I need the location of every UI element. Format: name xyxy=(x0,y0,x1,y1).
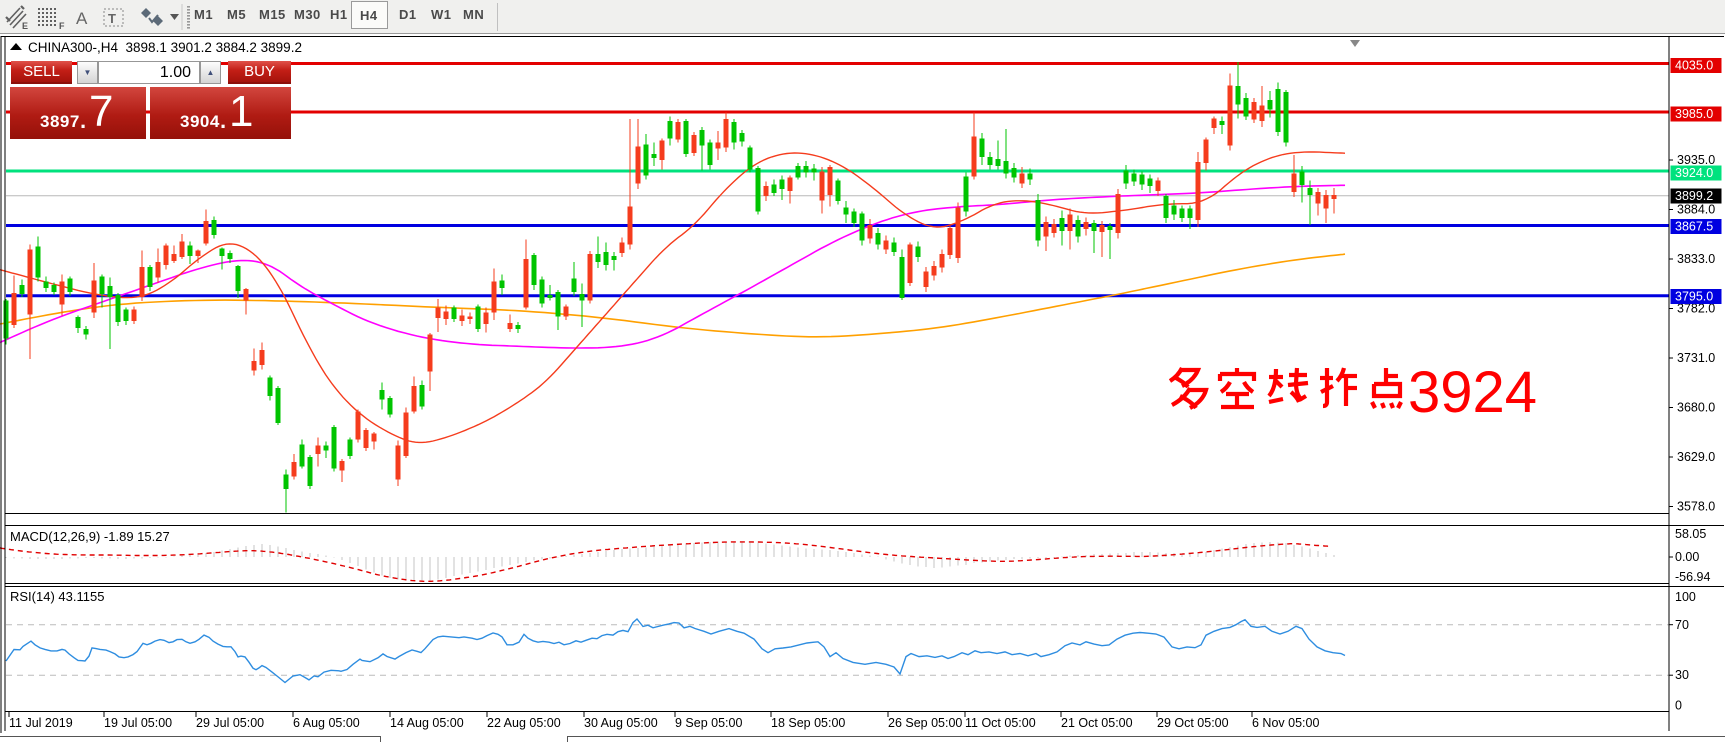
svg-text:14 Aug 05:00: 14 Aug 05:00 xyxy=(390,716,464,730)
svg-text:E: E xyxy=(22,21,28,31)
svg-text:11 Jul 2019: 11 Jul 2019 xyxy=(9,716,73,730)
svg-text:0.00: 0.00 xyxy=(1675,550,1699,564)
svg-text:6 Nov 05:00: 6 Nov 05:00 xyxy=(1252,716,1319,730)
svg-text:9 Sep 05:00: 9 Sep 05:00 xyxy=(675,716,742,730)
svg-text:T: T xyxy=(108,11,116,26)
svg-text:3884.0: 3884.0 xyxy=(1677,203,1715,217)
svg-text:3629.0: 3629.0 xyxy=(1677,450,1715,464)
svg-text:3935.0: 3935.0 xyxy=(1677,153,1715,167)
svg-text:CHINA300-,H4 3898.1 3901.2 38: CHINA300-,H4 3898.1 3901.2 3884.2 3899.2 xyxy=(28,40,302,55)
svg-text:RSI(14) 43.1155: RSI(14) 43.1155 xyxy=(10,589,104,604)
svg-text:0: 0 xyxy=(1675,699,1682,713)
svg-text:22 Aug 05:00: 22 Aug 05:00 xyxy=(487,716,561,730)
svg-text:3985.0: 3985.0 xyxy=(1675,107,1713,121)
svg-text:3578.0: 3578.0 xyxy=(1677,500,1715,514)
svg-text:3782.0: 3782.0 xyxy=(1677,302,1715,316)
svg-text:3899.2: 3899.2 xyxy=(1675,189,1713,203)
svg-text:MACD(12,26,9) -1.89 15.27: MACD(12,26,9) -1.89 15.27 xyxy=(10,529,170,544)
svg-text:3924.0: 3924.0 xyxy=(1675,166,1713,180)
svg-text:3795.0: 3795.0 xyxy=(1675,290,1713,304)
svg-text:100: 100 xyxy=(1675,590,1696,604)
svg-text:3731.0: 3731.0 xyxy=(1677,351,1715,365)
svg-text:30: 30 xyxy=(1675,668,1689,682)
svg-text:3833.0: 3833.0 xyxy=(1677,252,1715,266)
svg-text:18 Sep 05:00: 18 Sep 05:00 xyxy=(771,716,845,730)
svg-text:A: A xyxy=(76,9,88,28)
svg-text:3924: 3924 xyxy=(1408,360,1537,425)
svg-text:19 Jul 05:00: 19 Jul 05:00 xyxy=(104,716,172,730)
svg-text:30 Aug 05:00: 30 Aug 05:00 xyxy=(584,716,658,730)
svg-text:26 Sep 05:00: 26 Sep 05:00 xyxy=(888,716,962,730)
svg-text:21 Oct 05:00: 21 Oct 05:00 xyxy=(1061,716,1133,730)
svg-text:3867.5: 3867.5 xyxy=(1675,220,1713,234)
svg-text:29 Oct 05:00: 29 Oct 05:00 xyxy=(1157,716,1229,730)
svg-text:29 Jul 05:00: 29 Jul 05:00 xyxy=(196,716,264,730)
svg-text:3680.0: 3680.0 xyxy=(1677,401,1715,415)
svg-text:6 Aug 05:00: 6 Aug 05:00 xyxy=(293,716,360,730)
svg-text:11 Oct 05:00: 11 Oct 05:00 xyxy=(965,716,1036,730)
svg-text:70: 70 xyxy=(1675,618,1689,632)
svg-text:F: F xyxy=(59,21,65,31)
svg-text:4035.0: 4035.0 xyxy=(1675,59,1713,73)
svg-text:-56.94: -56.94 xyxy=(1675,570,1710,584)
svg-text:58.05: 58.05 xyxy=(1675,527,1706,541)
